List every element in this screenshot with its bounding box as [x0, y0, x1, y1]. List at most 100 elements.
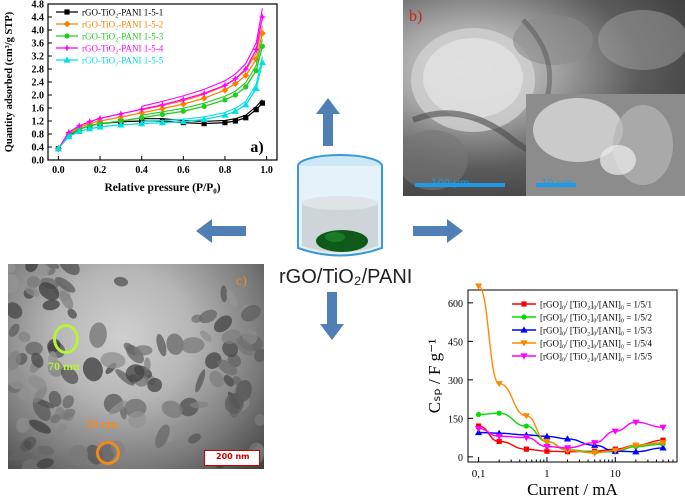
data-point-a [179, 95, 187, 104]
legend-label-a: rGO-TiO₂-PANI 1-5-3 [82, 32, 164, 42]
data-point-a [158, 101, 167, 109]
data-point-a [159, 105, 166, 113]
tem-particle [8, 273, 20, 294]
tem-particle [166, 333, 184, 355]
data-point-a [200, 94, 208, 102]
sem-inset-scale-bar [536, 183, 576, 187]
legend-label-d: [rGO]₀/ [TiO₂]₀/[ANI]₀ = 1/5/4 [540, 339, 653, 349]
tem-particle [232, 376, 242, 385]
data-point-a [258, 13, 267, 21]
tem-particle [67, 308, 77, 319]
tem-particle [108, 400, 127, 415]
data-point-a [159, 111, 166, 118]
data-point-a [232, 92, 238, 98]
legend-label-a: rGO-TiO₂-PANI 1-5-5 [82, 56, 164, 66]
y-tick-label-a: 1.6 [32, 104, 45, 115]
data-point-a [242, 65, 250, 73]
data-point-a [75, 127, 83, 134]
data-point-a [139, 115, 145, 121]
series-line-desorb-a [141, 39, 263, 116]
data-point-a [118, 118, 124, 124]
data-point-a [96, 114, 104, 122]
tem-particle [8, 323, 20, 337]
tem-particle [123, 342, 138, 356]
y-axis-label-d: Cₛₚ / F g⁻¹ [425, 339, 444, 413]
data-point-a [158, 119, 167, 126]
y-tick-label-a: 4.0 [32, 26, 45, 37]
tem-scale-box [204, 450, 260, 466]
tem-particle [57, 423, 68, 433]
y-tick-label-d: 300 [448, 376, 463, 387]
data-point-a [221, 111, 229, 118]
tem-particle [220, 285, 228, 303]
data-point-d [496, 438, 502, 445]
y-tick-label-a: 0.4 [32, 143, 45, 154]
y-tick-label-a: 2.8 [32, 65, 45, 76]
tem-particle [18, 386, 30, 401]
tem-particle [205, 352, 222, 369]
data-point-d [632, 448, 640, 455]
tem-particle [21, 458, 40, 469]
tem-particle [58, 264, 80, 276]
tem-particle [241, 304, 261, 322]
tem-particle [191, 314, 203, 323]
tem-particle [125, 364, 145, 383]
data-point-d [543, 432, 551, 439]
tem-particle [89, 322, 107, 348]
legend-label-a: rGO-TiO₂-PANI 1-5-4 [82, 44, 164, 54]
tem-particle [32, 386, 48, 403]
sem-scale-label: 100 μm [431, 178, 470, 189]
tem-particle [8, 264, 16, 273]
tem-particle [8, 452, 34, 461]
data-point-a [86, 118, 94, 126]
sem-inset-scale-label: 10 μm [541, 178, 574, 189]
y-tick-label-a: 0.0 [32, 156, 45, 167]
data-point-d [563, 435, 572, 442]
x-axis-label-d: Current / mA [527, 480, 618, 499]
series-d-1: [rGO]₀/ [TiO₂]₀/[ANI]₀ = 1/5/1 [475, 300, 666, 455]
tem-particle [254, 414, 264, 426]
tem-particle [189, 401, 209, 409]
beaker-icon [297, 154, 383, 257]
sem-scale-bar [415, 183, 505, 187]
y-axis-label-a: Quantity adsorbed (cm³/g STP) [4, 11, 15, 152]
tem-particle [115, 369, 135, 386]
tem-particle [16, 417, 30, 433]
tem-particle [147, 377, 163, 393]
tem-particle [36, 458, 54, 469]
tem-particle [24, 286, 40, 297]
tem-particle [223, 374, 234, 387]
series-d-4: [rGO]₀/ [TiO₂]₀/[ANI]₀ = 1/5/4 [474, 283, 667, 457]
legend-label-d: [rGO]₀/ [TiO₂]₀/[ANI]₀ = 1/5/1 [540, 300, 652, 310]
tem-particle [199, 309, 217, 324]
tem-particle [100, 352, 126, 369]
tem-particle [155, 424, 170, 449]
tem-texture [8, 264, 264, 469]
panel-a-label: a) [250, 139, 263, 156]
tem-particle [226, 290, 238, 307]
series-d-5: [rGO]₀/ [TiO₂]₀/[ANI]₀ = 1/5/5 [474, 352, 667, 452]
data-point-a [253, 68, 259, 74]
legend-label-a: rGO-TiO₂-PANI 1-5-1 [82, 8, 163, 18]
x-axis-label-a: Relative pressure (P/P₀) [104, 182, 220, 194]
tem-particle [188, 433, 201, 444]
data-point-a [243, 84, 249, 90]
data-point-d [522, 435, 530, 442]
y-tick-label-a: 4.8 [32, 0, 45, 11]
data-point-a [258, 58, 267, 66]
circle-70nm [53, 324, 79, 354]
tem-particle [25, 341, 43, 356]
data-point-d [659, 424, 667, 431]
y-tick-label-d: 0 [458, 453, 463, 464]
tem-particle [180, 337, 205, 354]
x-tick-label-a: 1.0 [260, 165, 273, 176]
arrow-right-icon [413, 219, 463, 243]
y-tick-label-d: 600 [448, 299, 463, 310]
x-tick-label-d: 0,1 [472, 468, 486, 480]
data-point-a [179, 118, 187, 125]
tem-image: c) 70 nm 50 nm 200 nm [8, 264, 264, 469]
data-point-a [75, 122, 83, 130]
series-line-desorb-a [141, 99, 263, 122]
data-point-d [474, 283, 483, 290]
data-point-a [200, 115, 208, 122]
